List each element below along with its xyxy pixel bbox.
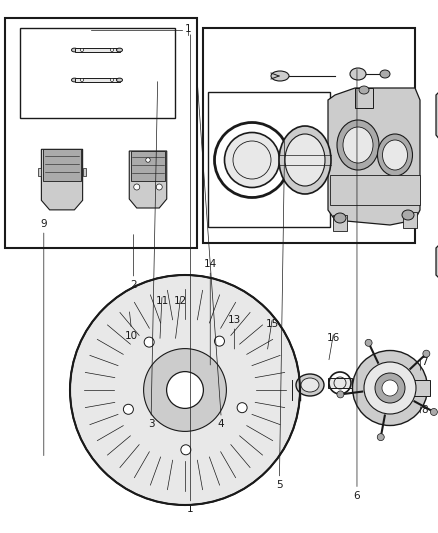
Bar bbox=[5, 18, 197, 248]
Bar bbox=[203, 28, 415, 243]
Ellipse shape bbox=[359, 86, 369, 94]
Text: 5: 5 bbox=[276, 480, 283, 490]
Bar bbox=[74, 48, 120, 52]
Polygon shape bbox=[436, 75, 438, 295]
Ellipse shape bbox=[343, 127, 373, 163]
Ellipse shape bbox=[271, 71, 289, 81]
Ellipse shape bbox=[334, 213, 346, 223]
Bar bbox=[330, 175, 420, 205]
Text: 1: 1 bbox=[185, 25, 192, 34]
Polygon shape bbox=[131, 151, 165, 181]
Ellipse shape bbox=[402, 210, 414, 220]
Text: 14: 14 bbox=[204, 259, 217, 269]
Ellipse shape bbox=[146, 158, 150, 162]
Text: 1: 1 bbox=[187, 504, 194, 514]
Ellipse shape bbox=[296, 374, 324, 396]
Ellipse shape bbox=[215, 336, 224, 346]
Text: 11: 11 bbox=[155, 296, 169, 306]
Ellipse shape bbox=[225, 133, 279, 188]
Bar bbox=[402, 380, 430, 396]
Ellipse shape bbox=[365, 340, 372, 346]
Text: 2: 2 bbox=[130, 280, 137, 290]
Ellipse shape bbox=[237, 402, 247, 413]
Text: 4: 4 bbox=[218, 419, 225, 429]
Polygon shape bbox=[328, 88, 420, 225]
Bar bbox=[208, 92, 330, 227]
Ellipse shape bbox=[81, 49, 84, 52]
Bar bbox=[74, 78, 120, 82]
Polygon shape bbox=[43, 149, 81, 181]
Ellipse shape bbox=[81, 78, 84, 82]
Bar bbox=[355, 88, 373, 108]
Ellipse shape bbox=[431, 408, 438, 415]
Ellipse shape bbox=[144, 337, 154, 347]
Text: 3: 3 bbox=[148, 419, 155, 429]
Ellipse shape bbox=[380, 70, 390, 78]
Ellipse shape bbox=[144, 349, 226, 431]
Ellipse shape bbox=[71, 78, 78, 82]
Text: 12: 12 bbox=[174, 296, 187, 306]
Text: 16: 16 bbox=[327, 334, 340, 343]
Text: 9: 9 bbox=[40, 219, 47, 229]
Ellipse shape bbox=[375, 373, 405, 403]
Ellipse shape bbox=[71, 48, 78, 52]
Ellipse shape bbox=[382, 140, 407, 170]
Ellipse shape bbox=[166, 372, 203, 408]
Ellipse shape bbox=[353, 351, 427, 425]
Ellipse shape bbox=[70, 275, 300, 505]
Ellipse shape bbox=[364, 362, 416, 414]
Text: 10: 10 bbox=[125, 331, 138, 341]
Text: 13: 13 bbox=[228, 315, 241, 325]
Text: 7: 7 bbox=[421, 358, 428, 367]
Bar bbox=[83, 168, 86, 176]
Ellipse shape bbox=[337, 391, 344, 398]
Ellipse shape bbox=[110, 49, 113, 52]
Ellipse shape bbox=[124, 405, 134, 414]
Ellipse shape bbox=[378, 134, 413, 176]
Bar bbox=[38, 168, 41, 176]
Ellipse shape bbox=[279, 126, 331, 194]
Bar bbox=[333, 215, 347, 231]
Polygon shape bbox=[41, 149, 83, 210]
Text: 8: 8 bbox=[421, 406, 428, 415]
Bar bbox=[403, 212, 417, 228]
Bar bbox=[328, 378, 352, 388]
Ellipse shape bbox=[423, 350, 430, 357]
Ellipse shape bbox=[350, 68, 366, 80]
Polygon shape bbox=[129, 151, 167, 208]
Ellipse shape bbox=[110, 78, 113, 82]
Text: 6: 6 bbox=[353, 491, 360, 500]
Ellipse shape bbox=[337, 120, 379, 170]
Ellipse shape bbox=[377, 434, 384, 441]
Ellipse shape bbox=[285, 134, 325, 186]
Ellipse shape bbox=[117, 48, 123, 52]
Ellipse shape bbox=[181, 445, 191, 455]
Bar bbox=[20, 28, 175, 118]
Ellipse shape bbox=[382, 380, 398, 396]
Ellipse shape bbox=[156, 184, 162, 190]
Ellipse shape bbox=[134, 184, 140, 190]
Ellipse shape bbox=[301, 378, 319, 392]
Text: 15: 15 bbox=[266, 319, 279, 329]
Ellipse shape bbox=[117, 78, 123, 82]
